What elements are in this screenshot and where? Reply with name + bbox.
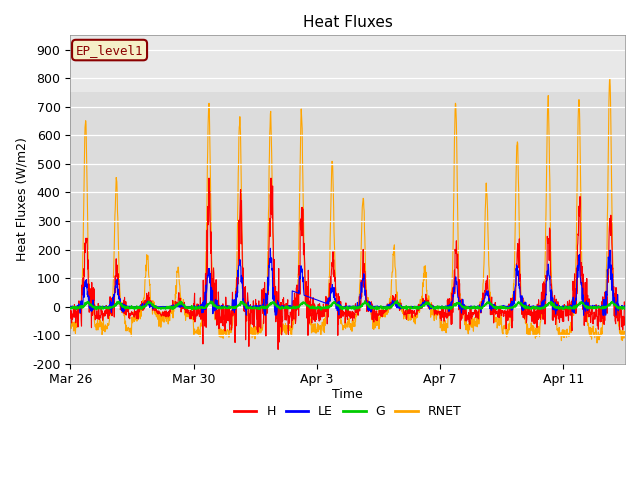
Bar xyxy=(70,36,625,93)
Text: EP_level1: EP_level1 xyxy=(76,44,143,57)
Legend: H, LE, G, RNET: H, LE, G, RNET xyxy=(228,400,467,423)
Title: Heat Fluxes: Heat Fluxes xyxy=(303,15,392,30)
Y-axis label: Heat Fluxes (W/m2): Heat Fluxes (W/m2) xyxy=(15,138,28,262)
X-axis label: Time: Time xyxy=(332,388,363,401)
